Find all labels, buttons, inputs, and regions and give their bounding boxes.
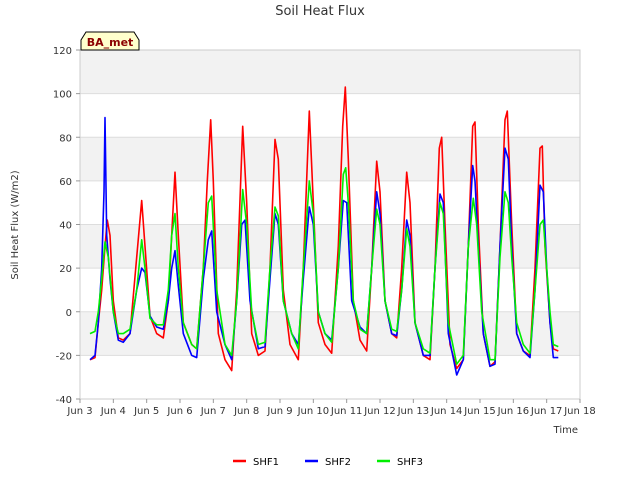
x-tick-label: Jun 12 (363, 406, 396, 417)
y-tick-label: 100 (53, 90, 72, 101)
chart-title: Soil Heat Flux (275, 4, 365, 19)
x-tick-label: Jun 8 (233, 406, 259, 417)
x-tick-label: Jun 3 (66, 406, 92, 417)
y-axis: -40 -20 0 20 40 60 80 100 120 (53, 46, 80, 406)
legend-label-shf1: SHF1 (253, 457, 279, 468)
x-tick-label: Jun 16 (497, 406, 530, 417)
background-band (80, 180, 580, 225)
x-tick-label: Jun 10 (297, 406, 330, 417)
site-badge-box (80, 31, 140, 51)
x-tick-label: Jun 5 (133, 406, 159, 417)
series-layer (89, 86, 559, 376)
x-tick-label: Jun 4 (100, 406, 126, 417)
y-tick-label: 40 (59, 221, 72, 232)
legend-label-shf2: SHF2 (325, 457, 351, 468)
background-band (80, 93, 580, 138)
background-band (80, 268, 580, 312)
x-tick-label: Jun 9 (266, 406, 292, 417)
background-band (80, 311, 580, 356)
y-tick-label: 60 (59, 177, 72, 188)
legend: SHF1 SHF2 SHF3 (233, 457, 423, 468)
x-axis: Jun 3 Jun 4 Jun 5 Jun 6 Jun 7 Jun 8 Jun 9 Jun 1… (66, 399, 596, 417)
site-badge: BA_met (80, 31, 140, 51)
background-band (80, 137, 580, 181)
x-tick-label: Jun 14 (430, 406, 463, 417)
y-tick-label: -20 (56, 351, 72, 362)
y-tick-label: 20 (59, 264, 72, 275)
background-band (80, 50, 580, 94)
x-tick-label: Jun 15 (463, 406, 496, 417)
site-badge-label: BA_met (87, 36, 134, 49)
y-axis-label: Soil Heat Flux (W/m2) (10, 170, 21, 279)
series-line-shf3 (89, 167, 559, 365)
legend-label-shf3: SHF3 (397, 457, 423, 468)
x-tick-label: Jun 11 (330, 406, 363, 417)
background-band (80, 355, 580, 399)
y-tick-label: 0 (66, 308, 72, 319)
y-tick-label: -40 (56, 395, 72, 406)
y-tick-label: 80 (59, 133, 72, 144)
background-band (80, 224, 580, 269)
x-tick-label: Jun 7 (200, 406, 226, 417)
x-tick-label: Jun 17 (530, 406, 563, 417)
x-tick-label: Jun 13 (397, 406, 430, 417)
y-tick-label: 120 (53, 46, 72, 57)
x-tick-label: Jun 18 (563, 406, 596, 417)
x-tick-label: Jun 6 (166, 406, 192, 417)
x-axis-label: Time (553, 425, 578, 436)
